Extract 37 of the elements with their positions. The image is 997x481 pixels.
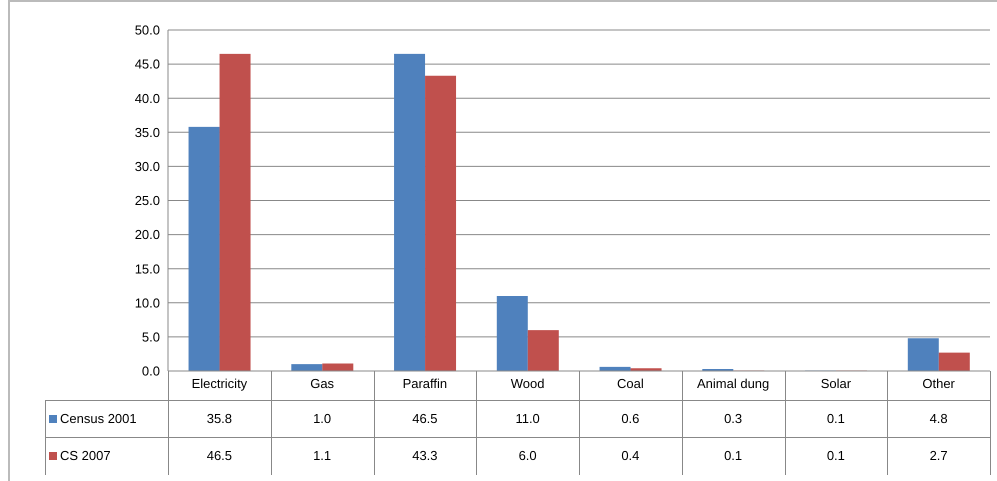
x-tick-label: Gas [310, 376, 335, 392]
data-label: 0.1 [826, 448, 846, 463]
y-tick-label: 45.0 [134, 56, 160, 72]
y-tick-label: 10.0 [134, 295, 160, 310]
data-label: 1.0 [312, 411, 332, 426]
legend-label: CS 2007 [60, 448, 111, 463]
y-tick-label: 25.0 [134, 193, 160, 208]
x-tick-label: Other [922, 376, 956, 392]
x-tick-label: Coal [617, 376, 644, 392]
x-tick-label: Solar [820, 376, 852, 392]
y-tick-label: 15.0 [134, 261, 160, 276]
data-label: 6.0 [518, 448, 538, 463]
data-label: 0.3 [723, 411, 744, 426]
data-label: 0.4 [620, 448, 640, 463]
y-tick-label: 5.0 [142, 330, 160, 345]
legend-label: Census 2001 [60, 411, 137, 426]
data-label: 0.1 [723, 448, 744, 463]
y-tick-label: 50.0 [134, 22, 160, 38]
data-label: 0.1 [826, 411, 846, 426]
x-tick-label: Paraffin [402, 376, 448, 392]
data-label: 4.8 [928, 411, 949, 426]
data-label: 46.5 [411, 411, 439, 426]
x-tick-label: Animal dung [696, 376, 770, 392]
x-tick-label: Electricity [192, 376, 248, 392]
data-label: 35.8 [206, 411, 234, 426]
data-label: 2.7 [928, 448, 949, 463]
data-label: 0.6 [620, 411, 640, 426]
y-tick-label: 0.0 [142, 364, 160, 379]
data-label: 46.5 [206, 448, 234, 463]
y-tick-label: 40.0 [134, 90, 160, 106]
data-label: 1.1 [312, 448, 332, 463]
data-label: 43.3 [411, 448, 439, 463]
y-tick-label: 30.0 [134, 159, 160, 174]
y-tick-label: 35.0 [134, 124, 160, 140]
y-tick-label: 20.0 [134, 227, 160, 242]
data-label: 11.0 [514, 411, 541, 426]
x-tick-label: Wood [510, 376, 544, 392]
